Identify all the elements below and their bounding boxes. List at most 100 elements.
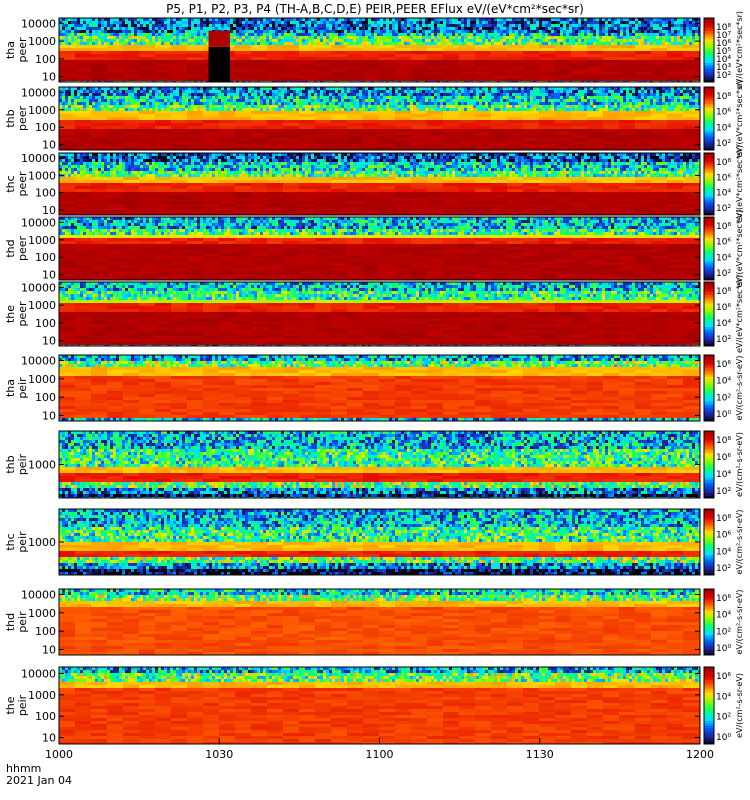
heatmap-thd-peer (59, 217, 700, 280)
heatmap-tha-peer (59, 18, 700, 82)
colorbar-tick-label: 10² (716, 564, 731, 574)
y-tick-label: 10000 (21, 86, 56, 99)
colorbar-tick-label: 10² (716, 204, 731, 214)
colorbar-tick-label: 10⁸ (716, 158, 731, 168)
figure-title: P5, P1, P2, P3, P4 (TH-A,B,C,D,E) PEIR,P… (166, 2, 584, 16)
colorbar-tick-label: 10⁸ (716, 436, 731, 446)
colorbar-tick-label: 10⁸ (716, 287, 731, 297)
panel-ylabel-product: peer (16, 301, 29, 327)
colorbar-label: eV/(cm²-s-sr-eV) (735, 510, 744, 575)
colorbar-the-peer: 10⁸ 10⁶ 10⁴ 10² eV/(eV*cm²*sec*sr) (704, 275, 744, 353)
heatmap-thb-peir (59, 431, 700, 498)
y-tick-label: 100 (35, 53, 56, 66)
y-tick-label: 100 (35, 710, 56, 723)
heatmap-thc-peir (59, 509, 700, 575)
colorbar-tick-label: 10⁶ (716, 238, 731, 248)
colorbar-tick-label: 10⁴ (716, 470, 731, 480)
y-tick-label: 1000 (28, 607, 56, 620)
colorbar-tick-label: 10⁰ (716, 733, 731, 743)
panel-ylabel-product: peir (16, 611, 29, 633)
colorbar-tick-label: 10⁸ (716, 514, 731, 524)
colorbar-label: eV/(eV*cm²*sec*sr) (735, 11, 744, 89)
y-tick-label: 100 (35, 121, 56, 134)
heatmap-thb-peer (59, 87, 700, 150)
y-tick-label: 10000 (21, 152, 56, 165)
y-tick-label: 100 (35, 625, 56, 638)
y-tick-label: 10 (42, 139, 56, 152)
x-tick-label: 1100 (366, 748, 394, 761)
colorbar-tick-label: 10⁴ (716, 253, 731, 263)
y-tick-label: 1000 (28, 169, 56, 182)
colorbar-tick-label: 10⁶ (716, 594, 731, 604)
colorbar-tick-label: 10⁴ (716, 319, 731, 329)
colorbar-tick-label: 10⁴ (716, 123, 731, 133)
panel-ylabel-product: peir (16, 531, 29, 553)
colorbar-tick-label: 10² (716, 139, 731, 149)
colorbar-tick-label: 10² (716, 487, 731, 497)
y-tick-label: 10 (42, 269, 56, 282)
colorbar-label: eV/(eV*cm²*sec*sr) (735, 275, 744, 353)
colorbar-tick-label: 10⁶ (716, 173, 731, 183)
y-tick-label: 10000 (21, 667, 56, 680)
colorbar-tick-label: 10⁴ (716, 692, 731, 702)
data-gap-top (209, 31, 230, 47)
colorbar-tick-label: 10⁶ (716, 360, 731, 370)
colorbar-tick-label: 10² (716, 335, 731, 345)
colorbar-label: eV/(cm²-s-sr-eV) (735, 590, 744, 655)
colorbar-thc-peir: 10⁸ 10⁶ 10⁴ 10² eV/(cm²-s-sr-eV) (704, 509, 744, 576)
y-tick-label: 1000 (28, 35, 56, 48)
y-tick-label: 100 (35, 317, 56, 330)
y-tick-label: 10000 (21, 355, 56, 368)
x-tick-label: 1130 (526, 748, 554, 761)
y-tick-label: 10000 (21, 17, 56, 30)
colorbar-tick-label: 10² (716, 627, 731, 637)
y-tick-label: 1000 (28, 104, 56, 117)
heatmap-the-peir (59, 667, 700, 744)
colorbar-tick-label: 10⁶ (716, 108, 731, 118)
y-tick-label: 10000 (21, 216, 56, 229)
panel-ylabel-product: peir (16, 377, 29, 399)
y-tick-label: 10 (42, 71, 56, 84)
colorbar-label: eV/(cm²-s-sr-eV) (735, 356, 744, 421)
y-tick-label: 100 (35, 251, 56, 264)
y-tick-label: 10 (42, 335, 56, 348)
colorbar-tick-label: 10⁴ (716, 547, 731, 557)
colorbar-label: eV/(cm²-s-sr-eV) (735, 432, 744, 497)
x-tick-label: 1000 (45, 748, 73, 761)
colorbar-tick-label: 10⁶ (716, 531, 731, 541)
colorbar-tick-label: 10⁰ (716, 644, 731, 654)
y-tick-label: 10000 (21, 589, 56, 602)
colorbar-tick-label: 10⁶ (716, 303, 731, 313)
y-tick-label: 100 (35, 391, 56, 404)
x-tick-label: 1200 (686, 748, 714, 761)
y-tick-label: 10 (42, 204, 56, 217)
panel-ylabel-product: peer (16, 171, 29, 197)
y-tick-label: 1000 (28, 459, 56, 472)
colorbar-tick-label: 10⁸ (716, 222, 731, 232)
colorbar-tick-label: 10⁶ (716, 453, 731, 463)
x-tick-label: 1030 (205, 748, 233, 761)
y-tick-label: 100 (35, 187, 56, 200)
colorbar-tick-label: 10² (716, 393, 731, 403)
y-tick-label: 10000 (21, 281, 56, 294)
colorbar-tick-label: 10⁴ (716, 189, 731, 199)
data-gap (209, 47, 230, 82)
heatmap-the-peer (59, 282, 700, 346)
heatmap-thc-peer (59, 153, 700, 215)
y-tick-label: 1000 (28, 234, 56, 247)
colorbar-tick-label: 10⁴ (716, 377, 731, 387)
heatmap-tha-peir (59, 355, 700, 421)
